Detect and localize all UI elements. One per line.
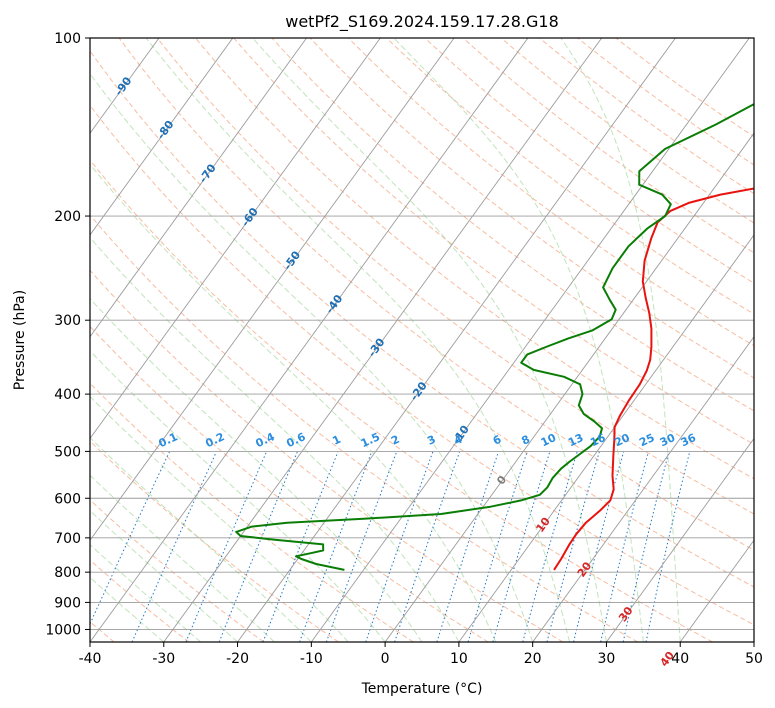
isotherm bbox=[310, 38, 750, 642]
dry-adiabat bbox=[90, 159, 713, 642]
mixing-ratio-line bbox=[467, 451, 528, 642]
isotherm bbox=[532, 335, 754, 642]
x-tick-label: -30 bbox=[152, 651, 175, 667]
dry-adiabat bbox=[195, 38, 754, 480]
dry-adiabat bbox=[233, 38, 754, 445]
plot-frame bbox=[89, 37, 755, 643]
y-tick-label: 1000 bbox=[45, 622, 81, 638]
isotherm bbox=[90, 38, 455, 542]
mixing-ratio-line bbox=[645, 451, 691, 642]
moist-adiabat bbox=[90, 297, 423, 642]
y-tick-label: 300 bbox=[54, 313, 81, 329]
profile-lines bbox=[235, 102, 754, 571]
mixing-ratio-line bbox=[622, 451, 670, 642]
dry-adiabat bbox=[90, 214, 639, 642]
moist-adiabat bbox=[90, 236, 460, 642]
mixing-ratio-line bbox=[325, 451, 398, 642]
dry-adiabat bbox=[577, 38, 754, 166]
dry-adiabat bbox=[309, 38, 754, 379]
x-tick-label: 50 bbox=[745, 651, 763, 667]
mixing-ratio-label: 16 bbox=[588, 431, 608, 449]
mixing-ratio-label: 10 bbox=[539, 431, 559, 449]
isotherm bbox=[384, 132, 754, 642]
isotherm bbox=[753, 641, 754, 642]
dry-adiabat bbox=[90, 104, 754, 626]
x-tick-label: 10 bbox=[450, 651, 468, 667]
y-tick-label: 200 bbox=[54, 209, 81, 225]
x-tick-label: 40 bbox=[671, 651, 689, 667]
chart-title: wetPf2_S169.2024.159.17.28.G18 bbox=[285, 12, 559, 32]
mixing-ratio-line bbox=[90, 451, 170, 626]
dewpoint-line bbox=[235, 102, 754, 571]
dry-adiabat bbox=[424, 38, 754, 284]
mixing-ratio-line bbox=[492, 451, 551, 642]
moist-adiabat bbox=[90, 163, 497, 642]
mixing-ratio-label: 13 bbox=[566, 431, 585, 449]
moist-adiabat bbox=[560, 38, 681, 642]
mixing-ratio-label: 20 bbox=[613, 431, 633, 449]
y-tick-label: 900 bbox=[54, 595, 81, 611]
mixing-ratio-line bbox=[394, 451, 460, 642]
isotherm bbox=[0, 38, 11, 642]
y-tick-label: 600 bbox=[54, 491, 81, 507]
isotherm bbox=[606, 437, 754, 642]
dry-adiabat bbox=[271, 38, 754, 412]
isotherm bbox=[679, 539, 754, 642]
isotherm bbox=[90, 38, 234, 236]
y-tick-label: 400 bbox=[54, 387, 81, 403]
isotherm bbox=[90, 38, 307, 338]
dry-adiabat bbox=[118, 38, 754, 551]
isotherm bbox=[90, 38, 381, 440]
x-tick-label: -40 bbox=[79, 651, 102, 667]
mixing-ratio-label: 36 bbox=[679, 431, 699, 449]
plot-background bbox=[90, 38, 754, 642]
x-tick-label: -10 bbox=[300, 651, 323, 667]
x-tick-label: 30 bbox=[598, 651, 616, 667]
y-tick-label: 800 bbox=[54, 565, 81, 581]
pressure-grid bbox=[0, 38, 754, 642]
x-tick-label: 20 bbox=[524, 651, 542, 667]
mixing-ratio-line bbox=[522, 451, 578, 642]
x-tick-label: 0 bbox=[381, 651, 390, 667]
background-lines bbox=[90, 38, 754, 642]
moist-adiabat bbox=[252, 38, 607, 642]
y-tick-label: 700 bbox=[54, 531, 81, 547]
mixing-ratio-line bbox=[600, 451, 649, 642]
isotherm bbox=[237, 38, 676, 642]
x-tick-label: -20 bbox=[226, 651, 249, 667]
isotherm bbox=[458, 234, 754, 642]
dry-adiabat bbox=[156, 38, 754, 515]
mixing-ratio-line bbox=[299, 451, 373, 642]
axis-ticks: -40 -30 -20 -10 0 10 20 30 40 50 1000 900 800 700 600 5… bbox=[45, 31, 763, 667]
dry-adiabat bbox=[90, 50, 754, 588]
dry-adiabat bbox=[348, 38, 754, 347]
isotherm bbox=[163, 38, 603, 642]
mixing-ratio-label: 25 bbox=[637, 431, 656, 449]
y-tick-label: 500 bbox=[54, 444, 81, 460]
mixing-ratio-line bbox=[436, 451, 499, 642]
mixing-ratio-line bbox=[131, 451, 217, 642]
mixing-ratio-line bbox=[573, 451, 625, 642]
y-axis-label: Pressure (hPa) bbox=[12, 290, 28, 390]
moist-adiabat bbox=[145, 38, 571, 642]
isotherm bbox=[90, 38, 529, 642]
moist-adiabat bbox=[90, 72, 534, 642]
moist-adiabat bbox=[90, 436, 312, 642]
dry-adiabat bbox=[90, 325, 489, 642]
dry-adiabat bbox=[500, 38, 754, 224]
mixing-ratio-line bbox=[365, 451, 434, 642]
dry-adiabat bbox=[90, 499, 265, 642]
moist-adiabat bbox=[393, 38, 644, 642]
x-axis-label: Temperature (°C) bbox=[361, 681, 483, 697]
dry-adiabat bbox=[462, 38, 754, 254]
y-tick-label: 100 bbox=[54, 31, 81, 47]
mixing-ratio-label: 30 bbox=[658, 431, 678, 449]
temperature-line bbox=[553, 187, 754, 571]
dry-adiabat bbox=[386, 38, 754, 315]
